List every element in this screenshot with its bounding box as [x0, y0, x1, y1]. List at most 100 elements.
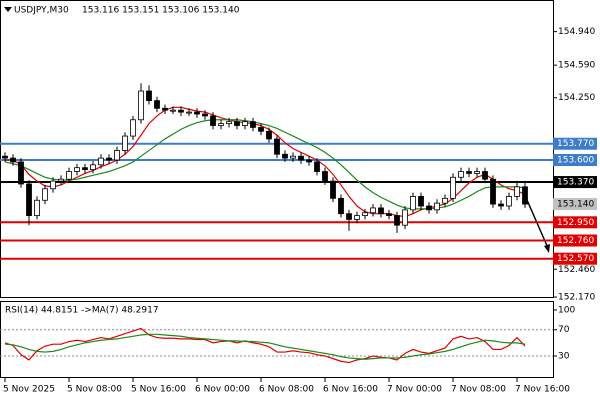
candle-body — [410, 196, 416, 211]
candle-body — [450, 176, 456, 199]
candle-body — [306, 159, 312, 163]
candle-body — [274, 138, 280, 155]
line-series — [4, 333, 526, 360]
candle-body — [218, 123, 224, 126]
candle-body — [162, 107, 168, 111]
y-tick-label: 70 — [558, 325, 570, 335]
chart-title: USDJPY,M30 — [14, 6, 69, 16]
x-tick-label: 6 Nov 00:00 — [195, 385, 250, 395]
candle-body — [226, 121, 232, 125]
candle-body — [490, 178, 496, 205]
level-label-bg — [553, 137, 597, 150]
candle-body — [482, 171, 488, 180]
candle-body — [234, 121, 240, 126]
y-tick-label: 154.590 — [558, 61, 595, 71]
level-label-bg — [553, 252, 597, 265]
candle-body — [242, 121, 248, 126]
candle-body — [194, 111, 200, 115]
candle-body — [50, 180, 56, 190]
x-tick-label: 7 Nov 00:00 — [387, 385, 442, 395]
candle-body — [322, 171, 328, 182]
level-label: 152.760 — [557, 236, 594, 246]
candle-body — [402, 209, 408, 226]
candle-body — [170, 109, 176, 112]
candle-body — [386, 213, 392, 216]
candle-body — [130, 119, 136, 137]
last-price-bg — [553, 198, 597, 211]
candle-body — [394, 215, 400, 226]
candle-body — [26, 183, 32, 216]
level-label-bg — [553, 154, 597, 167]
candle-body — [106, 157, 112, 161]
candle-body — [138, 90, 144, 121]
candle-body — [98, 157, 104, 166]
candle-body — [114, 150, 120, 161]
candle-body — [186, 111, 192, 114]
rsi-title: RSI(14) 44.8151 ->MA(7) 48.2917 — [5, 306, 159, 316]
candle-body — [154, 100, 160, 109]
candle-body — [258, 127, 264, 132]
chart-subtitle: 153.116 153.151 153.106 153.140 — [82, 6, 240, 16]
x-tick-label: 5 Nov 16:00 — [131, 385, 186, 395]
candle-body — [346, 213, 352, 220]
candle-body — [10, 157, 16, 163]
candle-body — [82, 167, 88, 171]
x-tick-label: 5 Nov 08:00 — [67, 385, 122, 395]
candle-body — [122, 135, 128, 151]
level-label: 152.570 — [557, 254, 594, 264]
y-tick-label: 152.460 — [558, 265, 595, 275]
candle-body — [202, 113, 208, 117]
arrow-head — [544, 244, 550, 253]
candle-body — [442, 197, 448, 204]
line-series — [4, 327, 526, 364]
line-series — [4, 119, 526, 210]
candle-body — [338, 197, 344, 215]
candle-body — [474, 171, 480, 174]
level-label-bg — [553, 234, 597, 247]
candle-body — [498, 203, 504, 207]
x-tick-label: 6 Nov 08:00 — [259, 385, 314, 395]
candle-body — [514, 186, 520, 197]
candle-body — [74, 167, 80, 172]
candle-body — [18, 161, 24, 185]
x-tick-label: 6 Nov 16:00 — [323, 385, 378, 395]
level-label: 152.950 — [557, 218, 594, 228]
y-tick-label: 30 — [558, 351, 570, 361]
y-tick-label: 154.940 — [558, 27, 595, 37]
candle-body — [418, 196, 424, 207]
level-label-bg — [553, 216, 597, 229]
candle-body — [42, 188, 48, 201]
candle-body — [90, 164, 96, 171]
rsi-panel — [0, 301, 554, 378]
level-label-bg — [553, 176, 597, 189]
symbol-marker — [4, 7, 12, 12]
candle-body — [66, 171, 72, 180]
candle-body — [146, 90, 152, 102]
candle-body — [466, 171, 472, 174]
candle-body — [178, 109, 184, 113]
x-tick-label: 5 Nov 2025 — [3, 385, 55, 395]
candle-body — [330, 180, 336, 199]
candle-body — [378, 207, 384, 215]
candle-body — [250, 121, 256, 128]
candle-body — [314, 161, 320, 172]
candle-body — [266, 130, 272, 140]
candle-body — [34, 199, 40, 216]
candle-body — [522, 186, 528, 205]
candle-body — [370, 207, 376, 214]
candle-body — [362, 212, 368, 216]
level-label: 153.770 — [557, 139, 594, 149]
level-label: 153.370 — [557, 178, 594, 188]
x-tick-label: 7 Nov 08:00 — [451, 385, 506, 395]
y-tick-label: 152.170 — [558, 293, 595, 303]
candle-body — [282, 153, 288, 159]
candle-body — [426, 205, 432, 211]
candle-body — [458, 171, 464, 178]
candle-body — [354, 215, 360, 220]
y-tick-label: 154.250 — [558, 93, 595, 103]
candle-body — [298, 155, 304, 161]
candle-body — [58, 178, 64, 182]
candle-body — [506, 196, 512, 207]
candle-body — [434, 202, 440, 211]
